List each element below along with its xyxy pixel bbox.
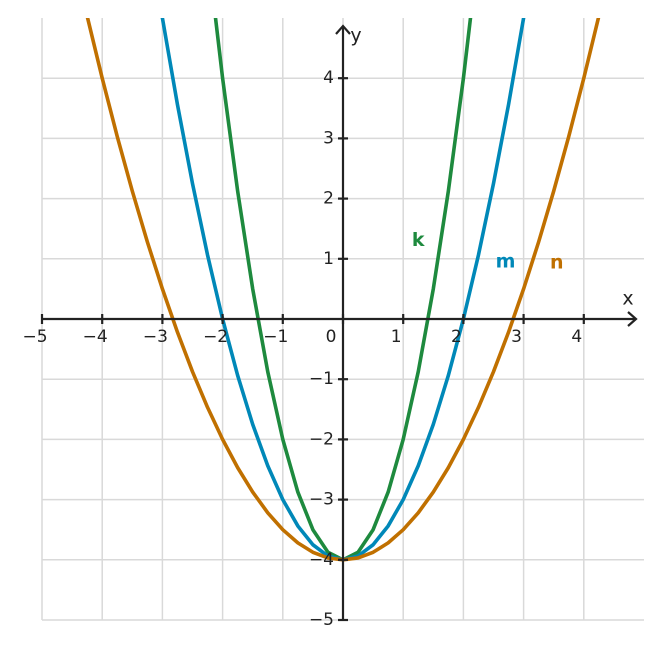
y-tick-label: 2 [323,189,334,209]
x-tick-label: 2 [451,327,462,347]
x-tick-label: −2 [203,327,228,347]
curve-label: m [496,250,516,272]
curve-label: n [550,252,564,274]
x-tick-label: 0 [326,327,337,347]
x-axis-label: x [622,288,633,310]
y-tick-label: 1 [323,249,334,269]
y-tick-label: 4 [323,68,334,88]
y-tick-label: −3 [309,490,334,510]
x-arrow [627,311,638,327]
x-tick-label: −3 [143,327,168,347]
y-tick-label: −4 [309,550,334,570]
x-tick-label: 4 [571,327,582,347]
x-tick-label: −5 [22,327,47,347]
y-tick-label: −5 [309,610,334,630]
y-axis-label: y [350,25,361,47]
y-tick-label: −2 [309,429,334,449]
curve-label: k [412,229,425,251]
x-tick-label: 1 [391,327,402,347]
y-tick-label: −1 [309,369,334,389]
x-tick-label: −4 [83,327,108,347]
x-tick-label: 3 [511,327,522,347]
x-tick-label: −1 [263,327,288,347]
y-tick-label: 3 [323,128,334,148]
y-arrow [335,24,351,35]
